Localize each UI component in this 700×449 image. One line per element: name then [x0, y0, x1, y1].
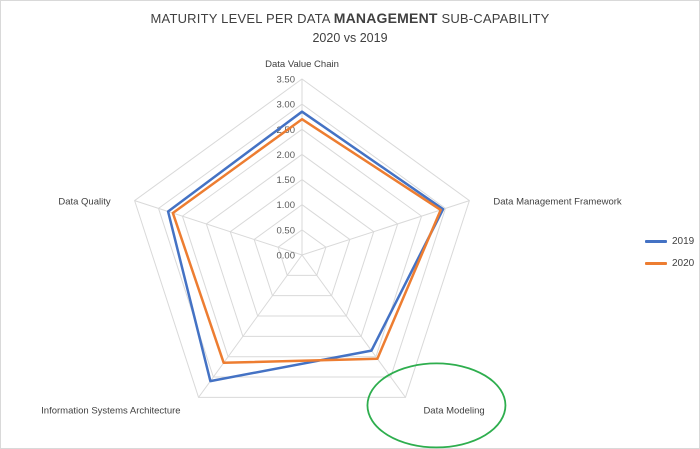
- category-label-4: Data Quality: [58, 197, 111, 208]
- tick-label-1: 0.50: [277, 225, 296, 236]
- category-label-3: Information Systems Architecture: [41, 405, 180, 416]
- legend-swatch-2020: [645, 261, 667, 265]
- tick-label-3: 1.50: [277, 175, 296, 186]
- chart-title-suffix: SUB-CAPABILITY: [437, 11, 550, 26]
- grid-ring-1: [277, 229, 327, 276]
- axis-spoke-3: [198, 254, 303, 398]
- tick-label-0: 0.00: [277, 251, 296, 262]
- grid-ring-5: [181, 128, 423, 358]
- grid-ring-2: [253, 204, 351, 297]
- tick-label-4: 2.00: [277, 150, 296, 161]
- grid-ring-7: [134, 78, 470, 398]
- grid-ring-6: [157, 103, 447, 378]
- category-label-1: Data Management Framework: [493, 197, 622, 208]
- category-label-0: Data Value Chain: [265, 59, 339, 70]
- tick-label-6: 3.00: [277, 100, 296, 111]
- legend-item-2019: 2019: [645, 230, 697, 252]
- annotation-ellipse: [366, 362, 507, 449]
- axis-spoke-1: [301, 200, 470, 256]
- chart-subtitle: 2020 vs 2019: [312, 31, 388, 45]
- legend-swatch-2019: [645, 239, 667, 243]
- grid-ring-3: [229, 178, 375, 317]
- tick-label-2: 1.00: [277, 200, 296, 211]
- category-label-2: Data Modeling: [423, 405, 484, 416]
- axis-spoke-4: [134, 200, 303, 256]
- series-line-2019: [166, 110, 445, 383]
- tick-label-7: 3.50: [277, 75, 296, 86]
- series-line-2020: [171, 117, 442, 365]
- legend: 2019 2020: [645, 230, 697, 274]
- legend-item-2020: 2020: [645, 252, 697, 274]
- grid-ring-4: [205, 153, 399, 337]
- axis-spoke-2: [301, 254, 406, 398]
- chart-title-prefix: MATURITY LEVEL PER DATA: [150, 11, 334, 26]
- legend-label-2019: 2019: [672, 235, 695, 247]
- legend-label-2020: 2020: [672, 257, 695, 269]
- chart-title: MATURITY LEVEL PER DATA MANAGEMENT SUB-C…: [0, 10, 700, 26]
- chart-title-emphasis: MANAGEMENT: [333, 10, 438, 26]
